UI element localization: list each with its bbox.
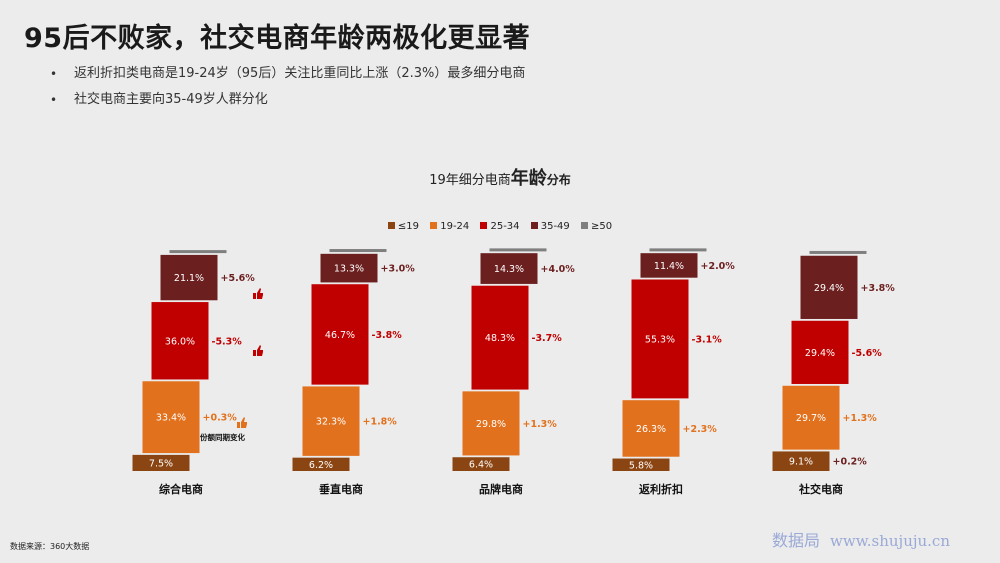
- data-label: 29.8%: [476, 419, 506, 430]
- bar-5: [809, 250, 867, 254]
- change-label: +1.3%: [843, 413, 878, 424]
- bar-4: [480, 253, 538, 284]
- bar-5: [329, 249, 387, 253]
- change-label: +2.0%: [701, 261, 736, 272]
- chart-title-part3: 分布: [546, 173, 571, 187]
- watermark: 数据局 www.shujuju.cn: [772, 527, 950, 551]
- data-label: 29.4%: [814, 283, 844, 294]
- change-label: +1.3%: [523, 419, 558, 430]
- change-label: +5.6%: [221, 273, 256, 284]
- thumb-up-icon: [253, 288, 263, 299]
- change-label: +3.8%: [861, 283, 896, 294]
- thumb-up-icon: [237, 417, 247, 428]
- bar-3: [471, 285, 529, 390]
- bullet-item: 返利折扣类电商是19-24岁（95后）关注比重同比上涨（2.3%）最多细分电商: [50, 64, 525, 90]
- data-label: 5.8%: [629, 460, 653, 471]
- bar-3: [311, 284, 369, 385]
- legend-label: 19-24: [440, 221, 470, 232]
- data-label: 21.1%: [174, 273, 204, 284]
- bar-2: [462, 391, 520, 456]
- data-label: 55.3%: [645, 334, 675, 345]
- legend-swatch: [430, 222, 438, 229]
- bullet-list: 返利折扣类电商是19-24岁（95后）关注比重同比上涨（2.3%）最多细分电商 …: [50, 64, 525, 116]
- legend-label: ≥50: [590, 221, 613, 232]
- category-label: 综合电商: [159, 482, 203, 496]
- category-label: 社交电商: [798, 482, 843, 496]
- change-label: -5.3%: [212, 336, 243, 347]
- data-label: 36.0%: [165, 336, 195, 347]
- data-label: 29.7%: [796, 413, 826, 424]
- change-label: +0.3%: [203, 413, 238, 424]
- change-label: +3.0%: [381, 264, 416, 275]
- page-title: 95后不败家，社交电商年龄两极化更显著: [24, 23, 531, 54]
- chart-title-part1: 19年细分电商: [429, 173, 511, 188]
- legend-item: ≥50: [580, 221, 613, 232]
- data-label: 14.3%: [494, 264, 524, 275]
- legend-item: ≤19: [387, 221, 420, 232]
- bar-3: [151, 302, 209, 380]
- legend-label: ≤19: [397, 221, 420, 232]
- change-label: +4.0%: [541, 264, 576, 275]
- bar-2: [782, 385, 840, 450]
- thumb-down-icon: [253, 345, 263, 356]
- bar-5: [169, 250, 227, 254]
- chart-title: 19年细分电商年龄分布: [0, 164, 1000, 190]
- annotation-label: 份额同期变化: [200, 432, 245, 442]
- data-label: 11.4%: [654, 261, 684, 272]
- change-label: -5.6%: [852, 348, 883, 359]
- data-label: 6.2%: [309, 460, 333, 471]
- bar-4: [640, 253, 698, 278]
- change-label: +2.3%: [683, 424, 718, 435]
- bar-4: [320, 253, 378, 283]
- legend-label: 25-34: [490, 221, 520, 232]
- category-label: 品牌电商: [479, 482, 523, 496]
- bar-1: [292, 457, 350, 471]
- data-label: 33.4%: [156, 413, 186, 424]
- data-label: 29.4%: [805, 348, 835, 359]
- change-label: +1.8%: [363, 417, 398, 428]
- watermark-cn: 数据局: [772, 531, 821, 550]
- legend-swatch: [580, 222, 588, 229]
- bar-1: [452, 457, 510, 471]
- bar-2: [302, 386, 360, 456]
- bar-2: [622, 400, 680, 457]
- bar-1: [612, 458, 670, 471]
- data-source: 数据来源：360大数据: [10, 542, 90, 551]
- data-label: 48.3%: [485, 333, 515, 344]
- bar-2: [142, 381, 200, 454]
- legend-label: 35-49: [540, 221, 570, 232]
- change-label: -3.1%: [692, 334, 723, 345]
- bullet-item: 社交电商主要向35-49岁人群分化: [50, 90, 525, 116]
- change-label: +0.2%: [833, 457, 868, 468]
- bar-5: [489, 248, 547, 252]
- bar-4: [800, 255, 858, 319]
- data-label: 46.7%: [325, 330, 355, 341]
- legend-item: 19-24: [430, 221, 469, 232]
- bar-3: [631, 279, 689, 399]
- category-label: 返利折扣: [639, 482, 683, 496]
- watermark-url: www.shujuju.cn: [830, 532, 950, 550]
- legend-swatch: [387, 222, 395, 229]
- legend-item: 35-49: [530, 221, 570, 232]
- legend-swatch: [530, 222, 538, 229]
- data-label: 26.3%: [636, 424, 666, 435]
- chart-title-part2: 年龄: [510, 168, 547, 189]
- data-label: 7.5%: [149, 458, 173, 469]
- data-label: 32.3%: [316, 417, 346, 428]
- bar-1: [772, 451, 830, 471]
- change-label: -3.7%: [532, 333, 563, 344]
- legend-swatch: [480, 222, 488, 229]
- bar-4: [160, 254, 218, 301]
- legend-item: 25-34: [480, 221, 520, 232]
- data-label: 13.3%: [334, 264, 364, 275]
- chart-legend: ≤19 19-24 25-34 35-49 ≥50: [0, 221, 1000, 232]
- bar-1: [132, 454, 190, 471]
- bar-5: [649, 248, 707, 252]
- data-label: 6.4%: [469, 460, 493, 471]
- data-label: 9.1%: [789, 457, 813, 468]
- bar-3: [791, 320, 849, 384]
- category-label: 垂直电商: [319, 482, 363, 496]
- change-label: -3.8%: [372, 330, 403, 341]
